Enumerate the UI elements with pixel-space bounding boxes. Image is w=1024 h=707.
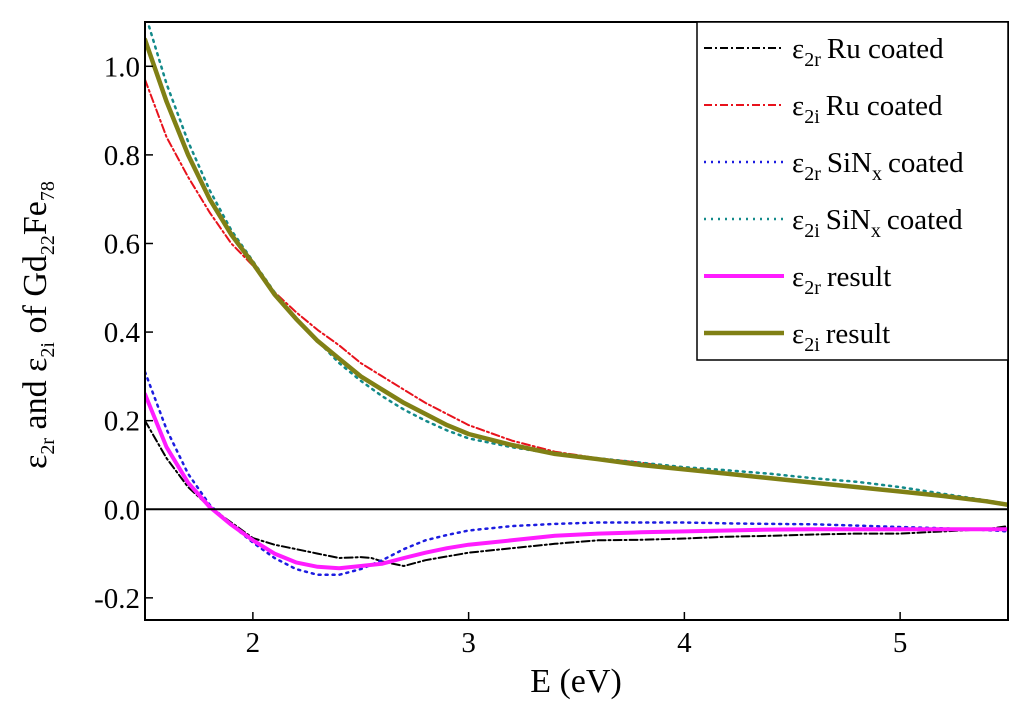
- y-axis-label: ε2r and ε2i of Gd22Fe78: [17, 181, 59, 469]
- legend-label-4: ε2i SiNx coated: [792, 204, 963, 242]
- x-tick-label: 4: [677, 627, 692, 659]
- series-line-1: [145, 419, 1008, 567]
- legend-label-3: ε2r SiNx coated: [792, 147, 964, 185]
- y-tick-label: 0.6: [104, 228, 140, 260]
- x-tick-label: 5: [893, 627, 908, 659]
- x-tick-label: 3: [461, 627, 476, 659]
- legend-label-6: ε2i result: [792, 318, 890, 356]
- legend-label-2: ε2i Ru coated: [792, 90, 943, 128]
- y-tick-label: 0.0: [104, 494, 140, 526]
- series-layer: [145, 22, 1008, 577]
- y-tick-label: 0.2: [104, 406, 140, 438]
- ticks-layer: 2 3 4 5 -0.2 0.0 0.2 0.4 0.6 0.8 1.0: [94, 51, 907, 659]
- x-tick-label: 2: [246, 627, 261, 659]
- series-line-5: [145, 392, 1008, 571]
- y-tick-label: -0.2: [94, 583, 140, 615]
- y-tick-label: 0.4: [104, 317, 141, 349]
- legend: ε2r Ru coated ε2i Ru coated ε2r SiNx coated ε2i…: [696, 21, 1009, 361]
- legend-label-1: ε2r Ru coated: [792, 33, 944, 71]
- y-tick-label: 1.0: [104, 51, 140, 83]
- y-tick-label: 0.8: [104, 140, 140, 172]
- legend-box: [696, 21, 1009, 361]
- series-line-6: [145, 37, 1008, 508]
- legend-label-5: ε2r result: [792, 261, 891, 299]
- x-axis-label: E (eV): [530, 663, 622, 700]
